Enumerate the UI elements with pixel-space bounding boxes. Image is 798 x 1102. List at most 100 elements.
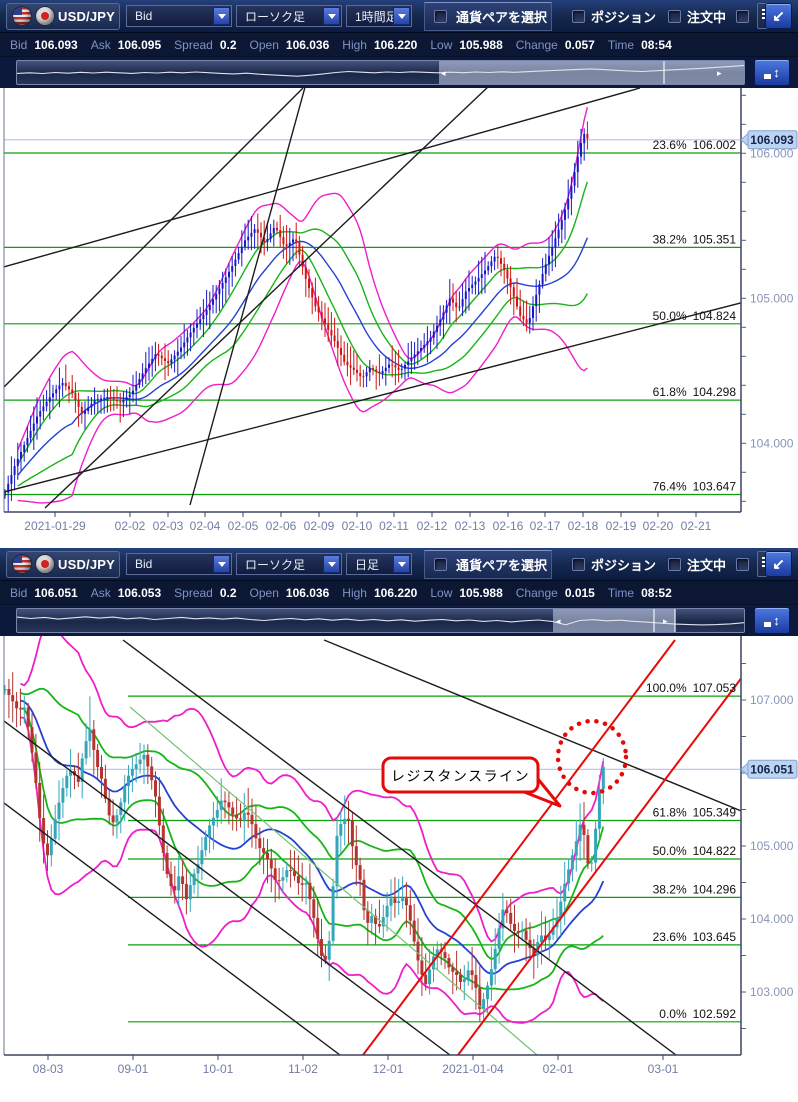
- status-time-label: Time: [607, 37, 635, 52]
- expand-range-button[interactable]: ↕: [754, 607, 790, 634]
- chart-type-select[interactable]: ローソク足: [236, 5, 342, 27]
- status-change-value: 0.015: [564, 585, 595, 600]
- status-high-value: 106.220: [373, 37, 418, 52]
- scroll-arrow-icon[interactable]: ▸: [663, 616, 668, 626]
- x-axis-label: 02-16: [493, 519, 524, 533]
- pair-select-checkbox[interactable]: [434, 557, 447, 571]
- bollinger-lower-inner: [17, 249, 589, 487]
- chevron-down-icon[interactable]: [213, 7, 230, 25]
- toolbar: USD/JPY Bid ローソク足 1時間足 通貨ペアを選択 ポジション 注文中: [0, 0, 798, 33]
- price-badge-value: 106.051: [750, 762, 794, 776]
- dock-button[interactable]: ↙: [765, 551, 792, 577]
- expand-range-button[interactable]: ↕: [754, 59, 790, 86]
- chart-area-daily: 100.0% 107.053 61.8% 105.349 50.0% 104.822…: [0, 636, 798, 1102]
- timeframe-select[interactable]: 日足: [346, 553, 412, 575]
- chevron-down-icon[interactable]: [323, 7, 340, 25]
- extra-checkbox[interactable]: [736, 557, 750, 571]
- extra-checkbox[interactable]: [736, 9, 750, 23]
- orders-checkbox[interactable]: [668, 557, 682, 571]
- status-time-value: 08:54: [641, 37, 672, 52]
- resize-vertical-icon: ↕: [773, 613, 780, 628]
- bollinger-upper-inner: [17, 181, 589, 465]
- x-axis-label: 08-03: [33, 1062, 64, 1076]
- trendline: [4, 802, 341, 1055]
- trendline: [4, 720, 451, 1055]
- status-change-label: Change: [515, 37, 558, 52]
- x-axis-label: 02-01: [543, 1062, 574, 1076]
- chart-overview-scrollbar[interactable]: ◂ ▸: [16, 608, 745, 633]
- status-spread-value: 0.2: [219, 37, 237, 52]
- fib-level-label: 23.6% 103.645: [653, 930, 737, 944]
- fib-level-label: 61.8% 104.298: [653, 385, 737, 399]
- orders-checkbox[interactable]: [668, 9, 682, 23]
- y-axis-label: 104.000: [750, 912, 794, 926]
- price-type-select[interactable]: Bid: [126, 5, 232, 27]
- bollinger-upper-outer: [17, 107, 589, 451]
- overview-sparkline[interactable]: ◂ ▸: [16, 61, 745, 84]
- x-axis-label: 02-20: [643, 519, 674, 533]
- status-bid-value: 106.093: [34, 37, 78, 52]
- trendline-red: [362, 639, 676, 1055]
- y-axis-label: 105.000: [750, 291, 794, 305]
- pair-select-panel[interactable]: 通貨ペアを選択: [424, 549, 552, 579]
- japan-flag-icon: [35, 554, 55, 574]
- fib-level-label: 38.2% 104.296: [653, 882, 737, 896]
- status-low-value: 105.988: [459, 37, 503, 52]
- x-axis-label: 02-17: [530, 519, 561, 533]
- chevron-down-icon[interactable]: [393, 7, 410, 25]
- status-bid-label: Bid: [10, 37, 28, 52]
- x-axis-label: 02-02: [115, 519, 146, 533]
- status-spread-label: Spread: [174, 37, 213, 52]
- status-high-label: High: [342, 37, 367, 52]
- japan-flag-icon: [35, 6, 55, 26]
- pair-symbol: USD/JPY: [58, 556, 116, 572]
- status-ask-value: 106.095: [117, 37, 162, 52]
- x-axis-label: 02-11: [379, 519, 409, 533]
- status-low-label: Low: [430, 37, 453, 52]
- us-flag-icon: [12, 6, 32, 26]
- bollinger-upper-inner: [20, 687, 605, 961]
- timeframe-select[interactable]: 1時間足: [346, 5, 412, 27]
- scroll-arrow-icon[interactable]: ◂: [441, 68, 446, 78]
- moving-average-line: [17, 237, 589, 476]
- annotation-callout: [381, 756, 540, 794]
- y-axis-label: 107.000: [750, 693, 794, 707]
- x-axis-label: 2021-01-29: [24, 519, 86, 533]
- chevron-down-icon[interactable]: [393, 555, 410, 573]
- price-type-select[interactable]: Bid: [126, 553, 232, 575]
- bollinger-lower-inner: [20, 707, 604, 991]
- position-checkbox[interactable]: [572, 557, 585, 571]
- chart-overview-scrollbar[interactable]: ◂ ▸: [16, 60, 745, 85]
- status-change-label: Change: [515, 585, 558, 600]
- pair-select-panel[interactable]: 通貨ペアを選択: [424, 1, 552, 31]
- chart-type-select[interactable]: ローソク足: [236, 553, 342, 575]
- price-chart-daily[interactable]: 100.0% 107.053 61.8% 105.349 50.0% 104.822…: [0, 636, 798, 1097]
- quote-status-bar: Bid 106.093 Ask 106.095 Spread 0.2 Open 106.036…: [0, 33, 798, 57]
- breakout-circle-annotation: [555, 718, 629, 796]
- status-ask-label: Ask: [90, 37, 111, 52]
- x-axis-label: 02-21: [681, 519, 712, 533]
- annotation-label: レジスタンスライン: [391, 768, 530, 784]
- pair-select-checkbox[interactable]: [434, 9, 447, 23]
- fib-level-label: 50.0% 104.824: [653, 309, 737, 323]
- resize-vertical-icon: ↕: [773, 65, 780, 80]
- corner-arrow-icon: ↙: [772, 8, 785, 25]
- currency-pair-button[interactable]: USD/JPY: [6, 2, 120, 30]
- overview-strip: ◂ ▸ ↕: [0, 57, 798, 88]
- scroll-arrow-icon[interactable]: ▸: [717, 68, 722, 78]
- status-spread-label: Spread: [174, 585, 213, 600]
- status-open-value: 106.036: [285, 37, 330, 52]
- x-axis-label: 03-01: [648, 1062, 679, 1076]
- position-checkbox[interactable]: [572, 9, 585, 23]
- overview-sparkline[interactable]: ◂ ▸: [16, 609, 745, 632]
- scroll-arrow-icon[interactable]: ◂: [556, 616, 561, 626]
- chevron-down-icon[interactable]: [213, 555, 230, 573]
- currency-pair-button[interactable]: USD/JPY: [6, 550, 120, 578]
- price-chart-1h[interactable]: 23.6% 106.002 38.2% 105.351 50.0% 104.824 6…: [0, 88, 798, 545]
- status-bid-value: 106.051: [34, 585, 78, 600]
- status-ask-label: Ask: [90, 585, 111, 600]
- chevron-down-icon[interactable]: [323, 555, 340, 573]
- status-spread-value: 0.2: [219, 585, 237, 600]
- dock-button[interactable]: ↙: [765, 3, 792, 29]
- status-high-value: 106.220: [373, 585, 418, 600]
